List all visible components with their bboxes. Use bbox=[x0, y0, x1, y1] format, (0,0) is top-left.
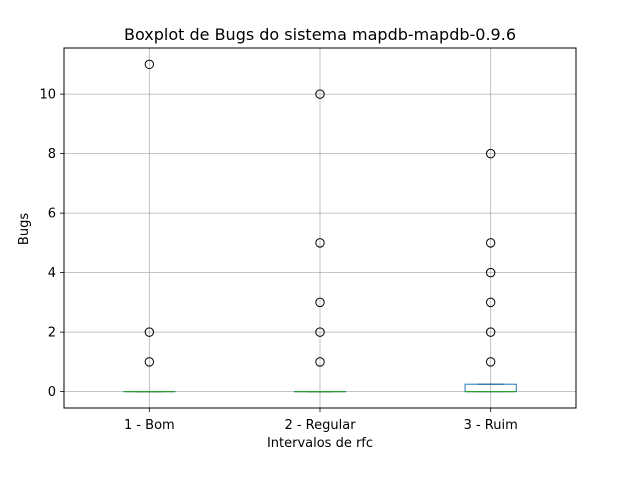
y-tick-label: 6 bbox=[48, 207, 56, 222]
box-layer bbox=[123, 59, 517, 393]
x-axis-title: Intervalos de rfc bbox=[267, 436, 373, 451]
tick-layer: 0 2 4 6 8 10 1 - Bom 2 - Regular 3 - Ruim bbox=[39, 88, 517, 433]
x-tick-label: 1 - Bom bbox=[124, 418, 175, 433]
outlier-point bbox=[315, 357, 325, 367]
x-tick-label: 3 - Ruim bbox=[464, 418, 518, 433]
outlier-point bbox=[144, 59, 155, 70]
chart-title: Boxplot de Bugs do sistema mapdb-mapdb-0… bbox=[124, 25, 516, 44]
y-tick-label: 0 bbox=[48, 385, 56, 400]
grid-layer bbox=[64, 48, 576, 408]
y-tick-label: 8 bbox=[48, 147, 56, 162]
y-tick-label: 4 bbox=[48, 266, 56, 281]
outlier-point bbox=[144, 357, 155, 367]
outlier-point bbox=[315, 297, 325, 308]
outlier-point bbox=[315, 89, 325, 99]
x-tick-label: 2 - Regular bbox=[284, 418, 356, 433]
outlier-point bbox=[485, 267, 496, 278]
outlier-point bbox=[315, 327, 325, 337]
outlier-point bbox=[485, 148, 496, 159]
y-tick-label: 10 bbox=[39, 88, 56, 103]
outlier-point bbox=[315, 238, 325, 248]
outlier-point bbox=[144, 327, 155, 337]
y-axis-title: Bugs bbox=[17, 213, 32, 245]
y-tick-label: 2 bbox=[48, 326, 56, 341]
outlier-point bbox=[485, 357, 496, 367]
outlier-point bbox=[485, 297, 496, 308]
outlier-point bbox=[485, 327, 496, 337]
outlier-point bbox=[485, 238, 496, 248]
